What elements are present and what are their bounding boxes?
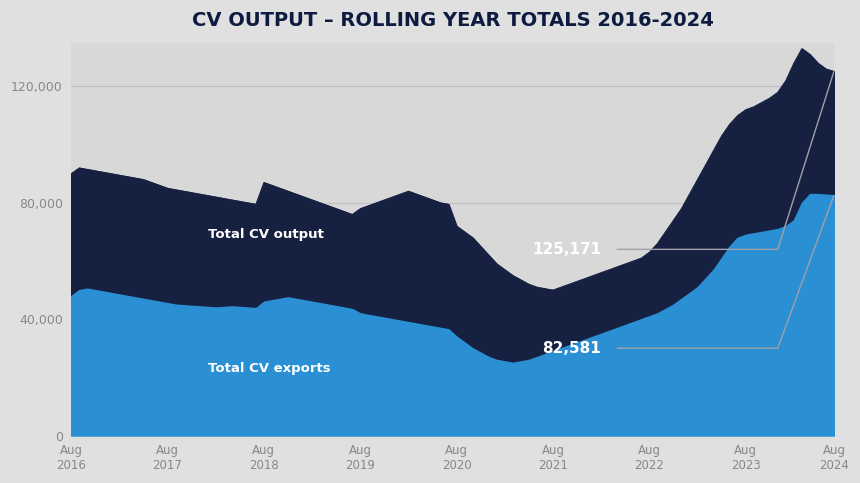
Title: CV OUTPUT – ROLLING YEAR TOTALS 2016-2024: CV OUTPUT – ROLLING YEAR TOTALS 2016-202…: [192, 11, 714, 30]
Text: 125,171: 125,171: [532, 242, 601, 257]
Text: 82,581: 82,581: [543, 341, 601, 356]
Text: Total CV exports: Total CV exports: [207, 362, 330, 374]
Text: Total CV output: Total CV output: [207, 227, 323, 241]
